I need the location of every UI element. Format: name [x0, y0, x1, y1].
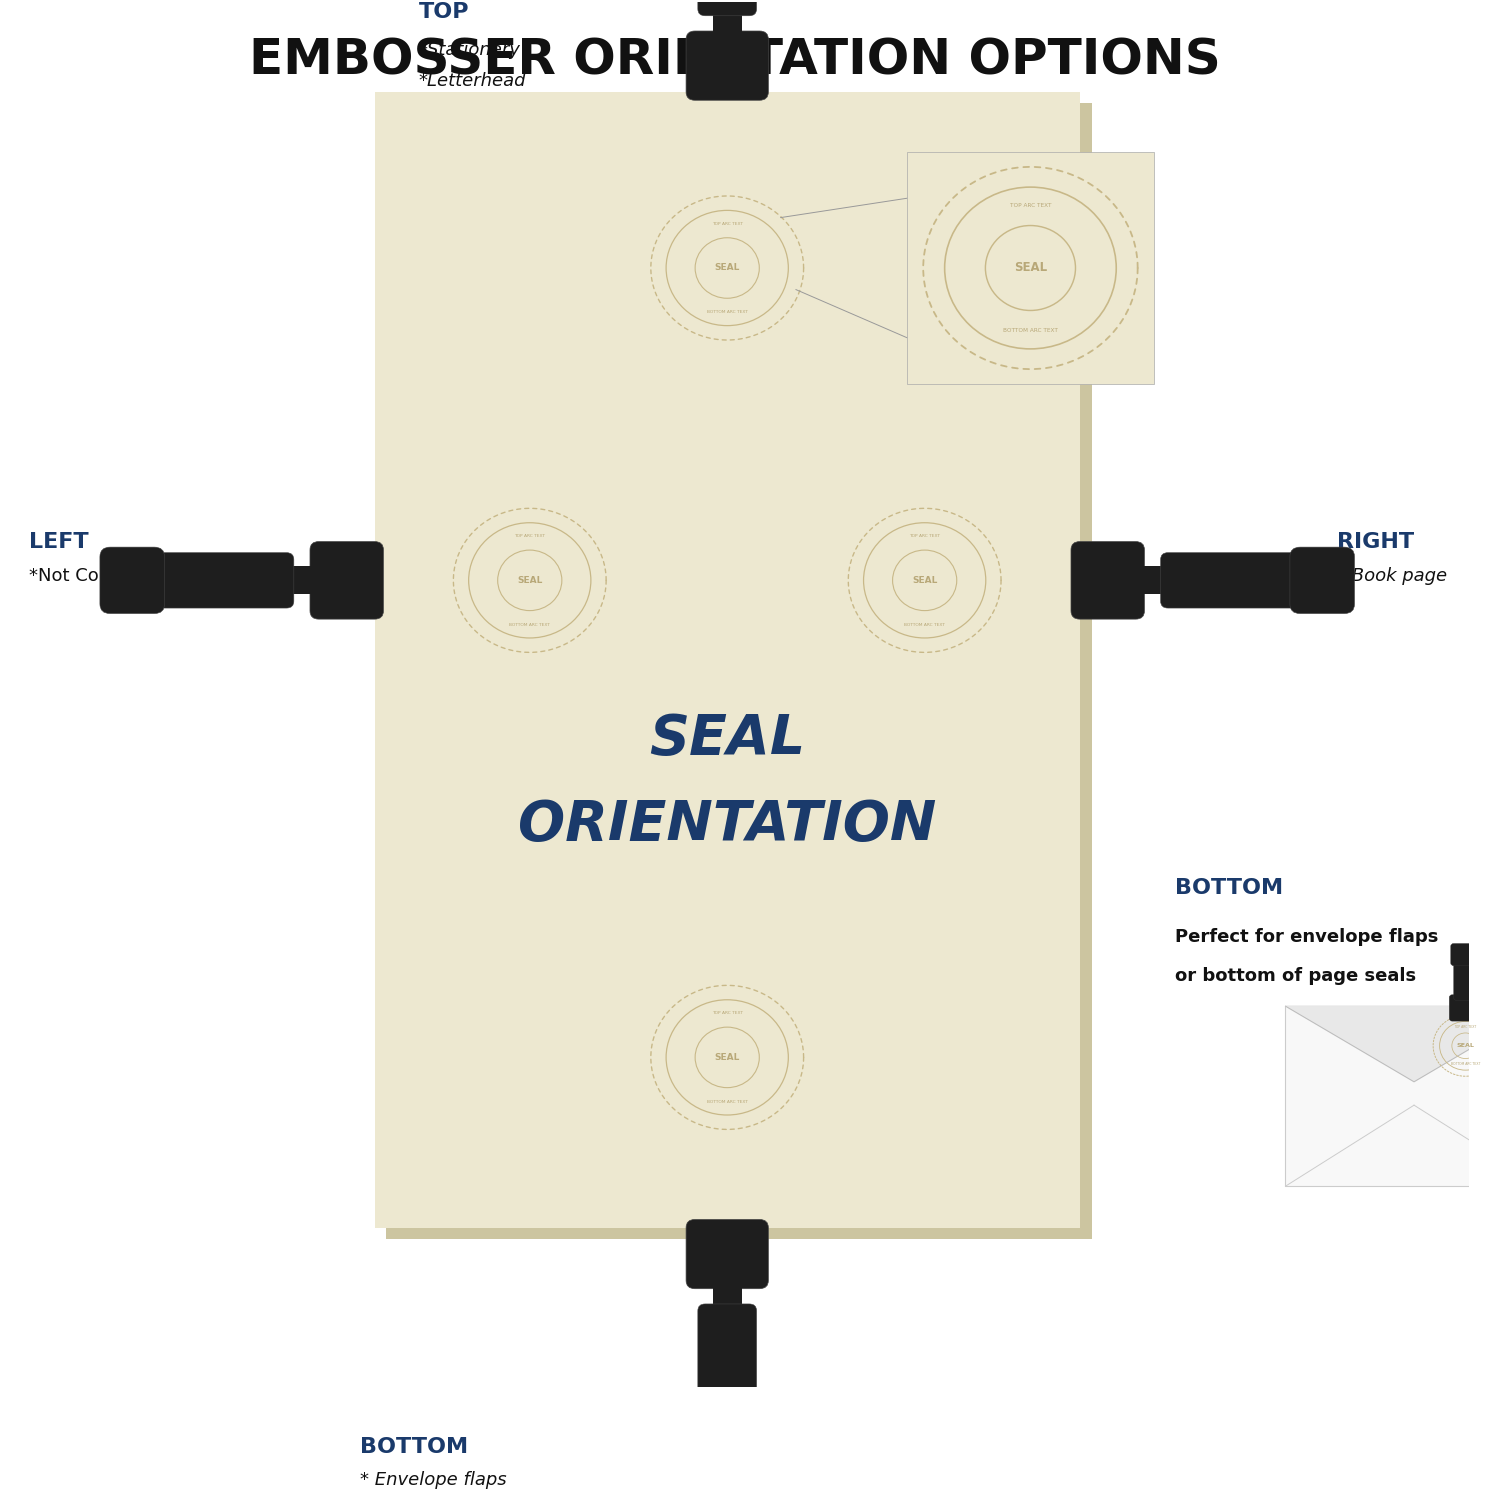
Text: BOTTOM ARC TEXT: BOTTOM ARC TEXT: [706, 1100, 747, 1104]
FancyBboxPatch shape: [908, 152, 1154, 384]
FancyBboxPatch shape: [692, 1401, 762, 1462]
FancyBboxPatch shape: [1286, 1007, 1500, 1186]
FancyBboxPatch shape: [100, 548, 165, 614]
FancyBboxPatch shape: [1450, 944, 1480, 966]
FancyBboxPatch shape: [1136, 567, 1168, 594]
Text: TOP: TOP: [419, 2, 470, 21]
Text: TOP ARC TEXT: TOP ARC TEXT: [909, 534, 940, 538]
Text: TOP ARC TEXT: TOP ARC TEXT: [1010, 204, 1052, 209]
Text: *Stationery: *Stationery: [419, 42, 520, 60]
FancyBboxPatch shape: [1454, 960, 1478, 1000]
Text: SEAL: SEAL: [714, 1053, 740, 1062]
FancyBboxPatch shape: [147, 552, 294, 608]
Text: EMBOSSER ORIENTATION OPTIONS: EMBOSSER ORIENTATION OPTIONS: [249, 36, 1221, 84]
FancyBboxPatch shape: [310, 542, 384, 620]
Text: BOTTOM: BOTTOM: [360, 1437, 468, 1456]
Text: SEAL: SEAL: [518, 576, 543, 585]
Polygon shape: [1286, 1007, 1500, 1082]
FancyBboxPatch shape: [686, 1220, 768, 1288]
Text: *Not Common: *Not Common: [30, 567, 156, 585]
FancyBboxPatch shape: [1449, 994, 1482, 1022]
FancyBboxPatch shape: [698, 0, 756, 16]
Text: BOTTOM ARC TEXT: BOTTOM ARC TEXT: [904, 622, 945, 627]
Text: SEAL: SEAL: [1014, 261, 1047, 274]
Text: TOP ARC TEXT: TOP ARC TEXT: [1455, 1024, 1476, 1029]
FancyBboxPatch shape: [1071, 542, 1144, 620]
Text: BOTTOM ARC TEXT: BOTTOM ARC TEXT: [706, 310, 747, 315]
Text: or bottom of page seals: or bottom of page seals: [1176, 966, 1416, 984]
FancyBboxPatch shape: [1290, 548, 1354, 614]
Text: BOTTOM ARC TEXT: BOTTOM ARC TEXT: [510, 622, 550, 627]
Text: BOTTOM ARC TEXT: BOTTOM ARC TEXT: [1450, 1062, 1480, 1066]
FancyBboxPatch shape: [712, 9, 742, 39]
FancyBboxPatch shape: [698, 1304, 756, 1418]
Text: SEAL: SEAL: [912, 576, 938, 585]
Text: * Envelope flaps: * Envelope flaps: [360, 1472, 507, 1490]
Text: Perfect for envelope flaps: Perfect for envelope flaps: [1176, 928, 1438, 946]
Text: * Book page: * Book page: [1336, 567, 1448, 585]
FancyBboxPatch shape: [686, 32, 768, 100]
FancyBboxPatch shape: [286, 567, 320, 594]
FancyBboxPatch shape: [375, 92, 1080, 1228]
FancyBboxPatch shape: [712, 1281, 742, 1311]
Text: BOTTOM: BOTTOM: [1176, 879, 1284, 898]
Text: TOP ARC TEXT: TOP ARC TEXT: [514, 534, 546, 538]
Text: BOTTOM ARC TEXT: BOTTOM ARC TEXT: [1004, 327, 1058, 333]
Text: RIGHT: RIGHT: [1336, 531, 1414, 552]
FancyBboxPatch shape: [1161, 552, 1308, 608]
Text: SEAL: SEAL: [1456, 1044, 1474, 1048]
Text: ORIENTATION: ORIENTATION: [518, 798, 936, 852]
Text: *Letterhead: *Letterhead: [419, 72, 526, 90]
Text: SEAL: SEAL: [714, 264, 740, 273]
Text: SEAL: SEAL: [650, 712, 806, 766]
Text: TOP ARC TEXT: TOP ARC TEXT: [711, 1011, 742, 1016]
Text: TOP ARC TEXT: TOP ARC TEXT: [711, 222, 742, 225]
FancyBboxPatch shape: [387, 104, 1092, 1239]
Text: LEFT: LEFT: [30, 531, 88, 552]
